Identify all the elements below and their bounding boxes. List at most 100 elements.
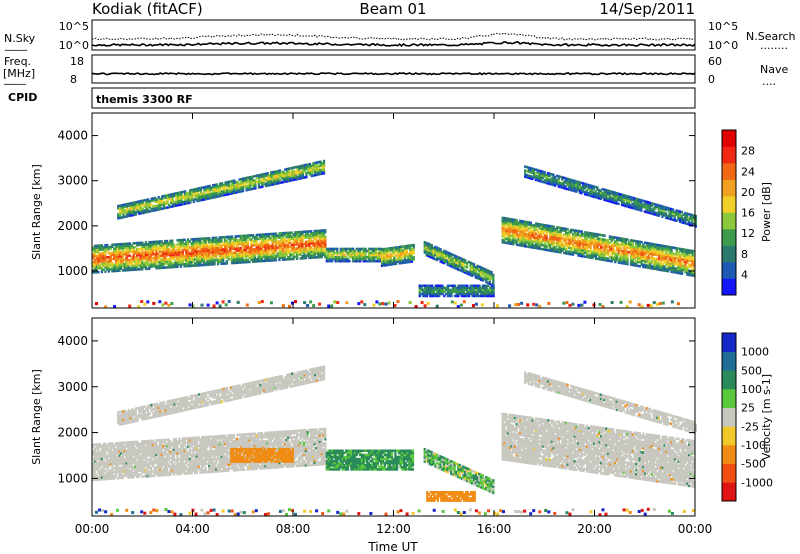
echo-cell [204,263,207,267]
echo-cell [128,242,132,245]
echo-cell [150,244,153,248]
freq-legend: ____ [3,72,27,85]
nsky-trace [91,40,696,47]
echo-cell [208,257,211,260]
echo-cell [211,242,214,246]
echo-cell [100,262,104,266]
echo-cell [183,254,186,258]
echo-cell [153,256,156,260]
echo-cell [162,254,165,257]
echo-cell [165,245,169,249]
echo-cell [206,255,209,258]
echo-cell [190,246,193,249]
echo-cell [111,257,114,261]
echo-cell [617,202,620,206]
echo-cell [144,241,148,244]
echo-cell [123,258,126,262]
freq-trace [91,72,696,76]
nsearch-legend: ........ [760,39,788,52]
echo-cell [127,248,130,252]
echo-cell [150,242,153,246]
echo-cell [171,239,174,243]
echo-cell [218,260,221,264]
echo-cell [202,259,206,263]
echo-cell [206,261,209,265]
echo-cell [179,255,183,258]
nsky-tick-top: 10^5 [59,20,89,33]
echo-cell [204,251,207,254]
echo-cell [190,238,193,241]
echo-cell [492,284,495,288]
echo-cell [153,244,156,248]
echo-cell [195,264,199,267]
echo-cell [209,257,213,260]
echo-cell [137,260,140,263]
echo-cell [160,244,163,247]
echo-cell [146,257,149,260]
echo-cell [114,253,118,256]
echo-cell [192,242,195,245]
echo-cell [150,253,153,256]
echo-cell [146,249,149,252]
echo-cell [118,255,121,258]
echo-cell [190,254,193,257]
echo-cell [92,252,95,256]
echo-cell [197,245,200,249]
echo-cell [111,251,114,255]
echo-cell [97,260,100,264]
echo-cell [111,261,114,265]
echo-cell [104,262,107,265]
echo-cell [116,265,119,269]
cpid-label: CPID [8,91,37,104]
echo-cell [146,245,149,248]
echo-cell [192,260,195,263]
echo-cell [472,263,476,266]
echo-cell [206,247,209,250]
echo-cell [179,259,183,262]
echo-cell [172,253,176,257]
echo-cell [113,251,116,255]
echo-cell [164,260,167,263]
echo-cell [155,250,158,254]
echo-cell [165,258,169,261]
echo-cell [197,262,200,265]
echo-cell [201,253,204,257]
echo-cell [464,259,467,262]
echo-cell [141,259,144,263]
echo-cell [181,257,184,260]
echo-cell [172,261,176,265]
echo-cell [225,241,228,245]
echo-cell [106,266,109,269]
echo-cell [134,262,137,265]
echo-cell [164,242,167,245]
cpid-frame [91,87,696,109]
echo-cell [127,266,130,270]
echo-cell [104,266,107,269]
echo-cell [160,258,163,261]
echo-cell [179,263,183,266]
echo-cell [160,262,163,266]
echo-cell [125,244,128,248]
echo-cell [148,263,151,266]
echo-cell [201,259,204,263]
echo-cell [120,242,123,246]
echo-cell [130,244,133,247]
echo-cell [141,253,144,257]
echo-cell [185,258,188,262]
echo-cell [104,258,107,261]
echo-cell [222,236,225,239]
echo-cell [171,253,174,257]
echo-cell [141,241,144,245]
echo-cell [132,268,135,272]
echo-cell [123,267,126,270]
echo-cell [134,266,137,269]
echo-cell [141,247,144,251]
echo-cell [157,248,160,252]
echo-cell [213,263,216,266]
echo-cell [120,255,123,258]
echo-cell [114,259,118,263]
echo-cell [92,263,95,266]
echo-cell [195,245,199,249]
echo-cell [136,264,139,267]
echo-cell [172,251,176,255]
